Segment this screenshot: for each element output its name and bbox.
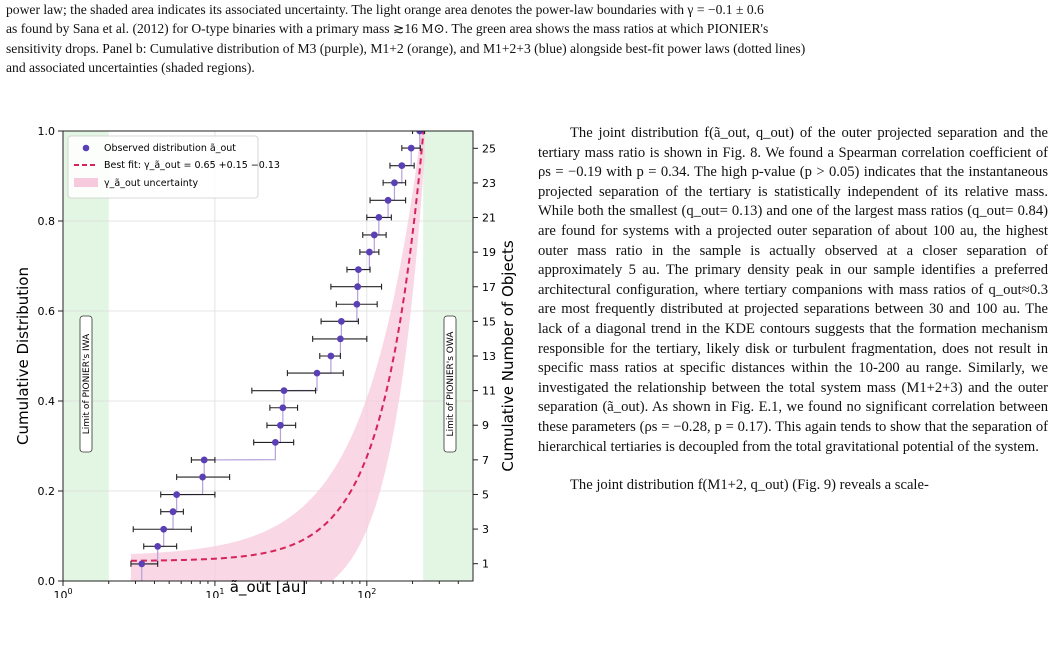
iwa-limit-label: Limit of PIONIER's IWA <box>79 315 93 453</box>
y2-tick-label: 1 <box>482 558 489 571</box>
data-point <box>271 439 279 446</box>
body-paragraph: The joint distribution f(M1+2, q_out) (F… <box>570 477 929 494</box>
legend: Observed distribution ã_out Best fit: γ_… <box>67 135 280 199</box>
data-point <box>280 387 288 395</box>
y2-tick-label: 19 <box>482 246 496 259</box>
figure-caption: power law; the shaded area indicates its… <box>6 0 1051 78</box>
y-tick-label: 0.0 <box>38 575 56 588</box>
data-point <box>327 352 335 360</box>
y2-tick-label: 5 <box>482 488 489 501</box>
y-tick-label: 1.0 <box>38 125 56 138</box>
data-point <box>375 214 383 221</box>
caption-line: and associated uncertainties (shaded reg… <box>6 60 255 76</box>
data-point <box>391 179 398 187</box>
data-point <box>279 404 287 412</box>
data-point <box>199 473 207 481</box>
owa-limit-label: Limit of PIONIER's OWA <box>443 315 457 453</box>
data-point <box>384 196 392 204</box>
plot-area <box>63 131 473 581</box>
data-point <box>353 300 361 308</box>
y2-tick-label: 21 <box>482 212 496 225</box>
data-point <box>173 491 181 498</box>
data-point <box>277 421 284 429</box>
y2-tick-label: 9 <box>482 419 489 432</box>
y2-tick-label: 3 <box>482 523 489 536</box>
caption-line: power law; the shaded area indicates its… <box>6 2 764 17</box>
y2-tick-label: 7 <box>482 454 489 467</box>
data-point <box>398 162 406 170</box>
data-point <box>354 283 362 291</box>
data-point <box>336 335 344 343</box>
legend-entry-observed: Observed distribution ã_out <box>104 143 236 154</box>
legend-entry-band: γ_ã_out uncertainty <box>104 178 198 189</box>
data-point <box>366 248 373 256</box>
legend-marker-band <box>74 178 98 187</box>
data-point <box>169 508 177 516</box>
caption-line: as found by Sana et al. (2012) for O-typ… <box>6 21 769 37</box>
legend-marker-observed <box>82 144 90 152</box>
uncertainty-band <box>130 131 425 581</box>
body-text: The joint distribution f(ã_out, q_out) o… <box>538 124 1048 496</box>
y2-tick-label: 15 <box>482 315 496 328</box>
iwa-label-text: Limit of PIONIER's IWA <box>82 333 92 434</box>
data-point <box>138 560 146 568</box>
x-tick-label: 101 <box>205 587 224 598</box>
y2-tick-label: 11 <box>482 385 496 398</box>
x-axis-label: ã_out [au] <box>230 578 306 597</box>
data-point <box>354 266 362 273</box>
data-point <box>313 369 321 377</box>
caption-line: sensitivity drops. Panel b: Cumulative d… <box>6 40 806 56</box>
data-point <box>370 231 378 239</box>
data-point <box>154 542 162 550</box>
x-tick-label: 100 <box>53 587 72 598</box>
data-point <box>416 131 424 135</box>
legend-entry-fit: Best fit: γ_ã_out = 0.65 +0.15 −0.13 <box>104 160 280 171</box>
owa-label-text: Limit of PIONIER's OWA <box>446 331 456 437</box>
y-tick-label: 0.2 <box>38 485 56 498</box>
y2-tick-label: 23 <box>482 177 496 190</box>
data-point <box>160 525 168 533</box>
data-point <box>407 144 415 152</box>
body-paragraph: The joint distribution f(ã_out, q_out) o… <box>538 125 1048 455</box>
y-tick-label: 0.8 <box>38 215 56 228</box>
y2-tick-label: 13 <box>482 350 496 363</box>
data-point <box>337 317 345 325</box>
y2-tick-label: 25 <box>482 142 496 155</box>
y-axis-label: Cumulative Distribution <box>14 267 32 445</box>
cumulative-distribution-chart: 100 101 1020.00.20.40.60.81.01357911131517… <box>14 125 517 598</box>
y2-tick-label: 17 <box>482 281 496 294</box>
x-tick-label: 102 <box>357 587 376 598</box>
y-tick-label: 0.4 <box>38 395 56 408</box>
data-point <box>200 456 208 464</box>
y-tick-label: 0.6 <box>38 305 56 318</box>
y2-axis-label: Cumulative Number of Objects <box>499 240 517 471</box>
